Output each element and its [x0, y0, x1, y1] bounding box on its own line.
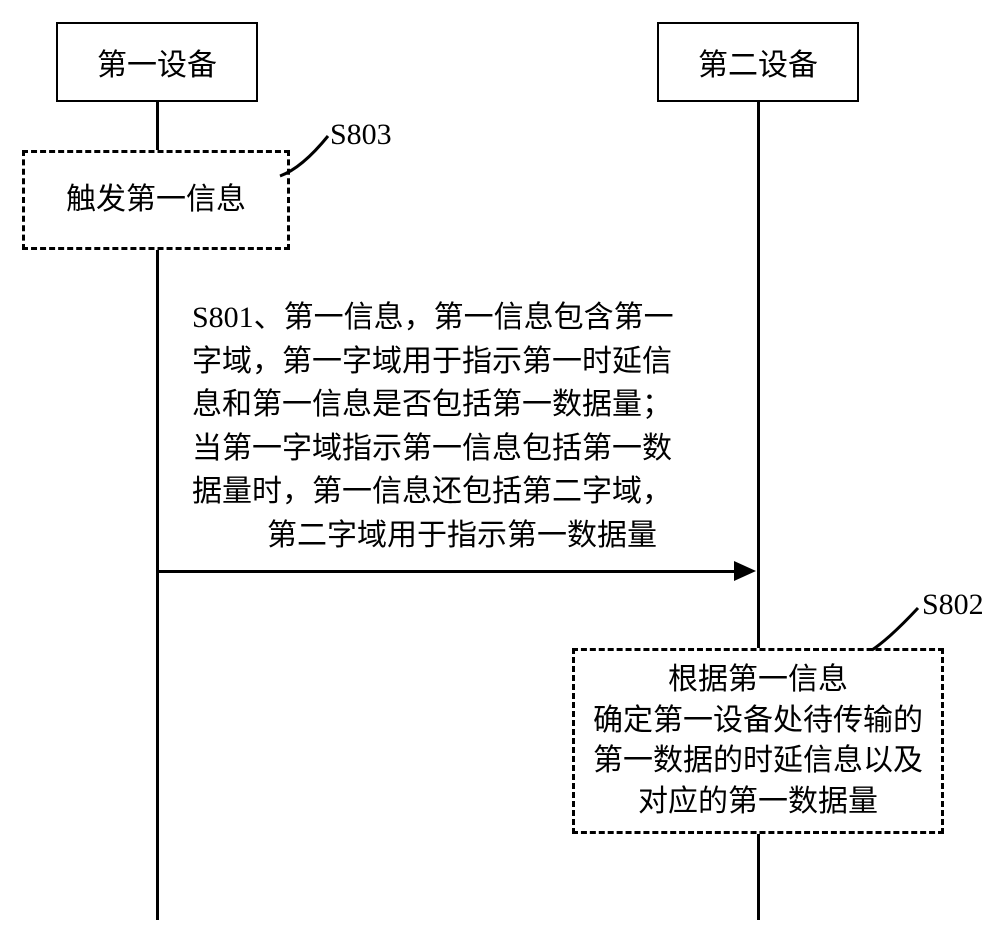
step-s802-label: S802	[922, 588, 984, 622]
step-s802-callout	[0, 0, 1000, 926]
sequence-diagram: 第一设备 第二设备 触发第一信息 S803 S801、第一信息，第一信息包含第一…	[0, 0, 1000, 926]
